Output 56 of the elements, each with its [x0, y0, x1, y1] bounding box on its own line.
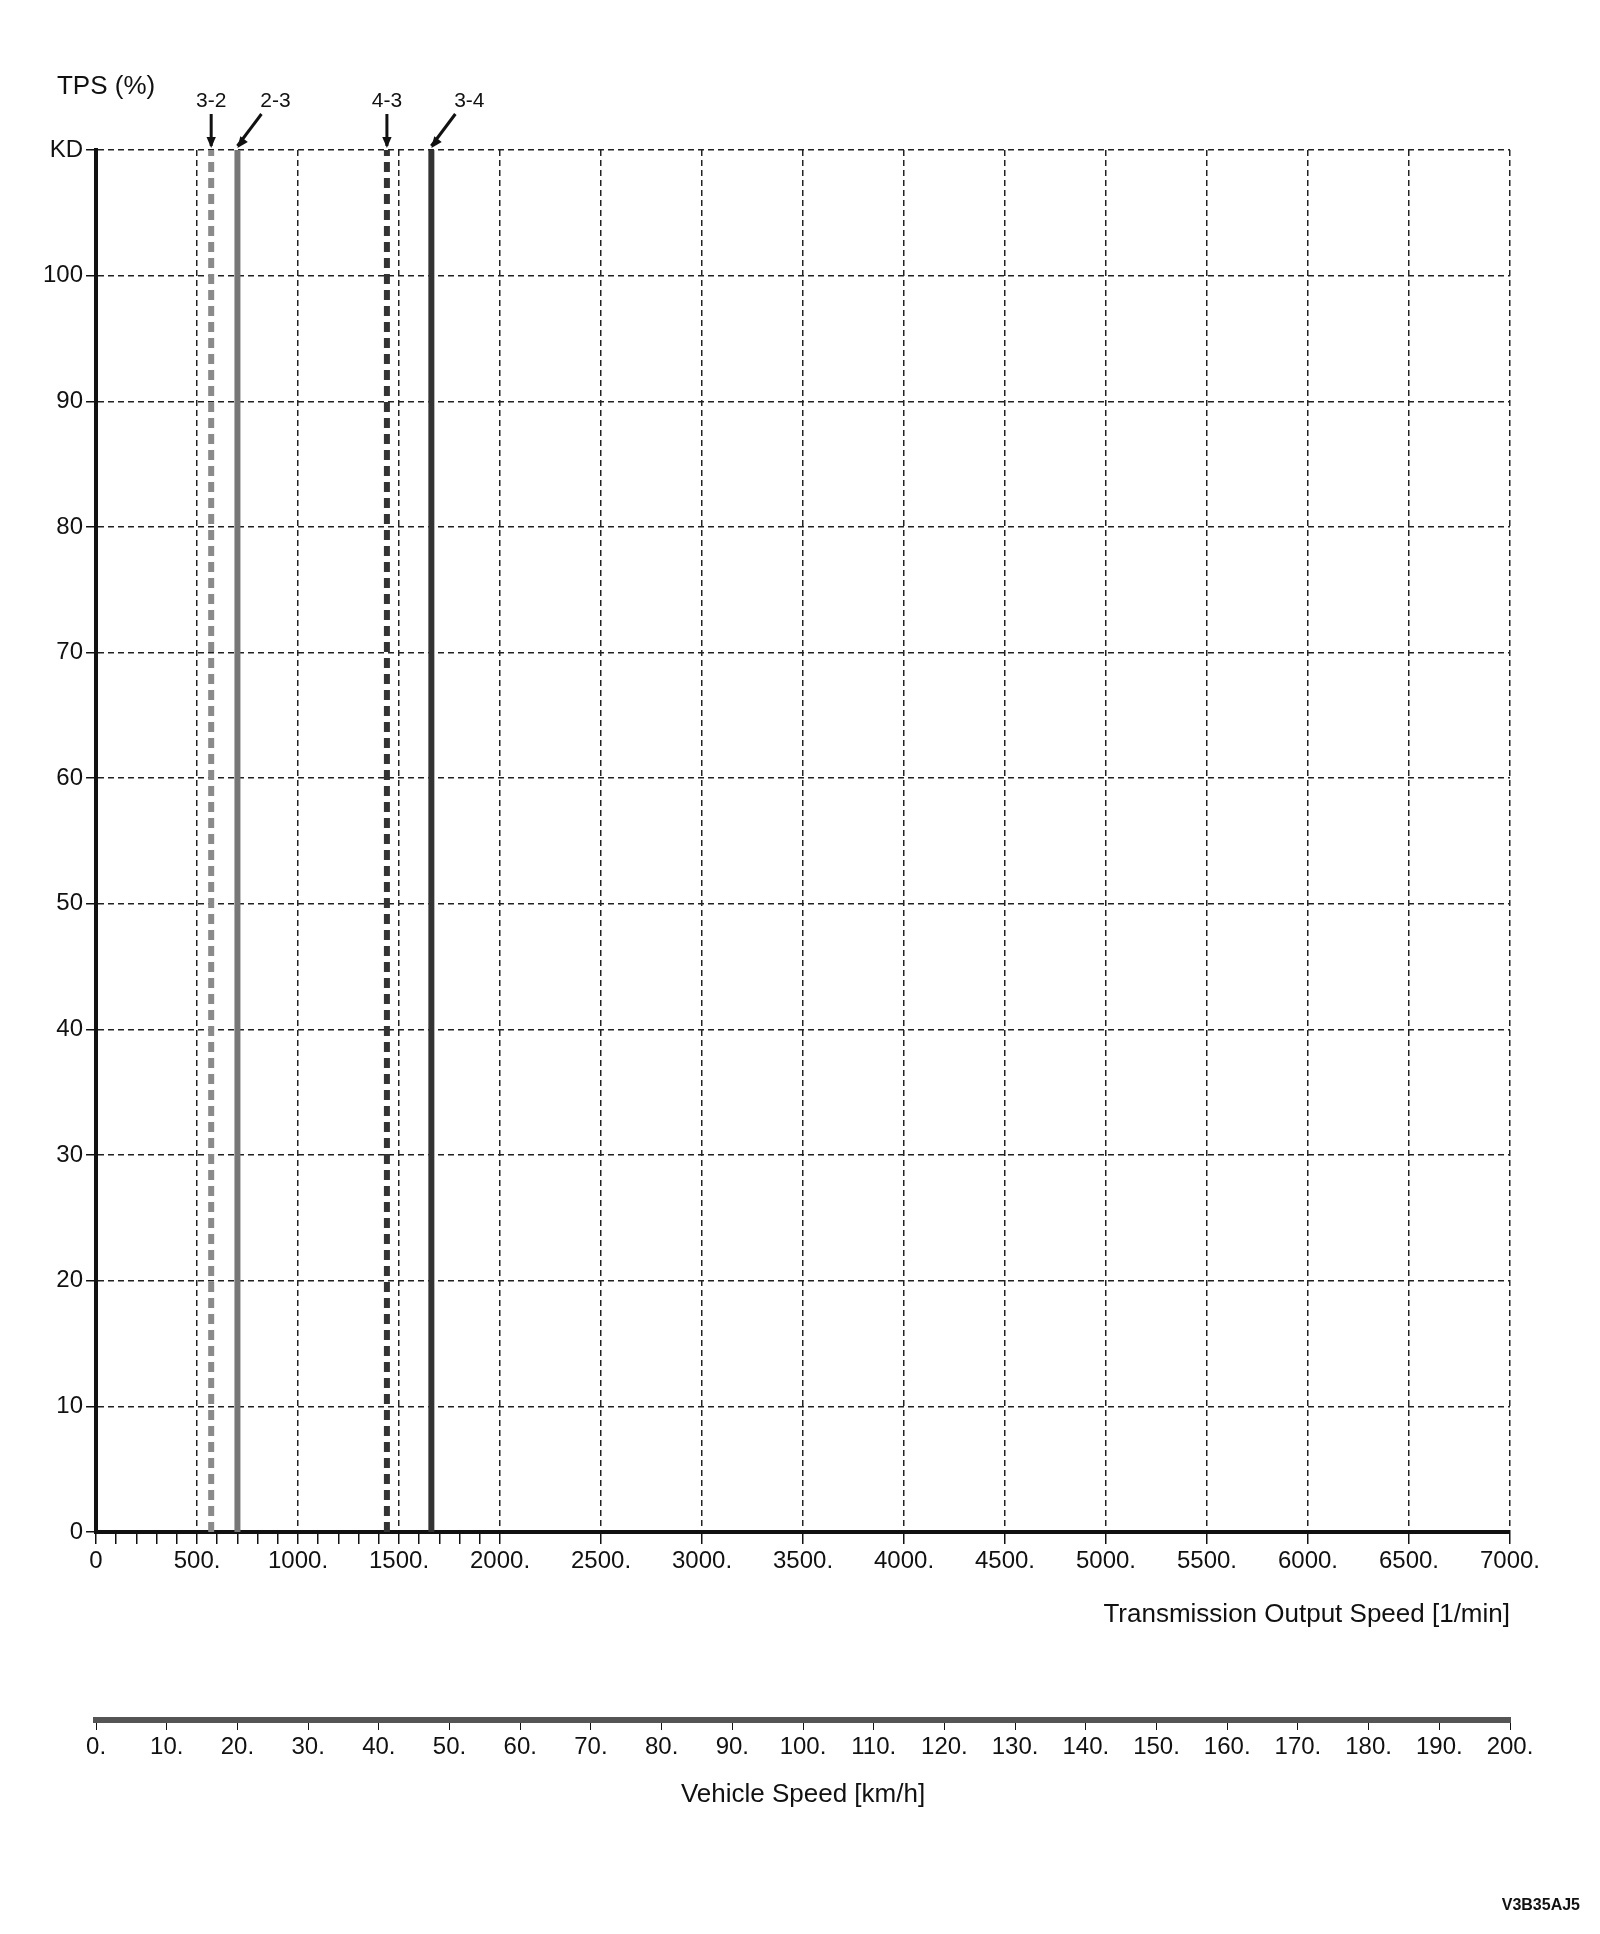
x2-tick-label: 120.	[921, 1732, 968, 1760]
x-axis-title: Transmission Output Speed [1/min]	[1103, 1597, 1510, 1628]
y-tick-label: 70	[56, 637, 84, 665]
y-tick-label: 100	[43, 260, 84, 288]
series-label: 3-2	[196, 88, 227, 112]
text: 3-4	[454, 88, 485, 112]
x2-axis-title: Vehicle Speed [km/h]	[680, 1777, 926, 1808]
x2-tick-label: 160.	[1203, 1732, 1251, 1760]
y-tick-label: 10	[56, 1390, 84, 1418]
x-tick-label: 5500.	[1176, 1546, 1238, 1574]
series-label: 4-3	[371, 88, 403, 112]
x-tick-label: 2000.	[470, 1546, 531, 1574]
text: 2-3	[260, 88, 291, 112]
x2-tick-label: 110.	[851, 1732, 897, 1760]
x2-tick-label: 200.	[1486, 1732, 1534, 1760]
x2-tick-label: 70.	[574, 1732, 608, 1760]
y-tick-label: 80	[56, 511, 84, 539]
x2-tick-label: 190.	[1415, 1732, 1463, 1760]
x2-tick-label: 140.	[1062, 1732, 1110, 1760]
y-tick-label: KD	[49, 134, 84, 162]
x-tick-label: 2500.	[571, 1546, 632, 1574]
x-tick-label: 500.	[173, 1546, 221, 1574]
x-tick-label: 6000.	[1277, 1546, 1339, 1574]
x-tick-label: 0	[89, 1546, 103, 1574]
y-tick-label: 90	[56, 385, 84, 413]
x2-tick-label: 170.	[1274, 1732, 1322, 1760]
x2-tick-label: 130.	[991, 1732, 1039, 1760]
x2-tick-label: 60.	[503, 1732, 537, 1760]
x-tick-label: 4500.	[974, 1546, 1036, 1574]
text: V3B35AJ5	[1501, 1896, 1581, 1914]
x2-tick-label: 100.	[779, 1732, 827, 1760]
x2-tick-label: 30.	[291, 1732, 325, 1760]
x-tick-label: 3500.	[772, 1546, 834, 1574]
x2-tick-label: 90.	[715, 1732, 750, 1760]
y-tick-label: 30	[56, 1139, 84, 1167]
x2-tick-label: 0.	[86, 1732, 107, 1760]
x2-tick-label: 10.	[150, 1732, 184, 1760]
x-tick-label: 4000.	[873, 1546, 935, 1574]
x2-tick-label: 80.	[644, 1732, 679, 1760]
y-tick-label: 0	[69, 1516, 84, 1544]
y-tick-label: 50	[56, 888, 84, 916]
x2-tick-label: 50.	[432, 1732, 467, 1760]
y-tick-label: 60	[56, 762, 84, 790]
x-tick-label: 1500.	[369, 1546, 430, 1574]
x2-tick-label: 20.	[220, 1732, 255, 1760]
x2-tick-label: 40.	[362, 1732, 396, 1760]
x-tick-label: 5000.	[1075, 1546, 1137, 1574]
y-tick-label: 20	[56, 1265, 84, 1293]
x-tick-label: 1000.	[268, 1546, 329, 1574]
y-tick-label: 40	[56, 1014, 84, 1042]
x-tick-label: 3000.	[671, 1546, 733, 1574]
x2-tick-label: 180.	[1345, 1732, 1392, 1760]
x2-tick-label: 150.	[1133, 1732, 1180, 1760]
y-axis-title: TPS (%)	[56, 70, 156, 101]
x-tick-label: 7000.	[1479, 1546, 1541, 1574]
x-tick-label: 6500.	[1378, 1546, 1440, 1574]
